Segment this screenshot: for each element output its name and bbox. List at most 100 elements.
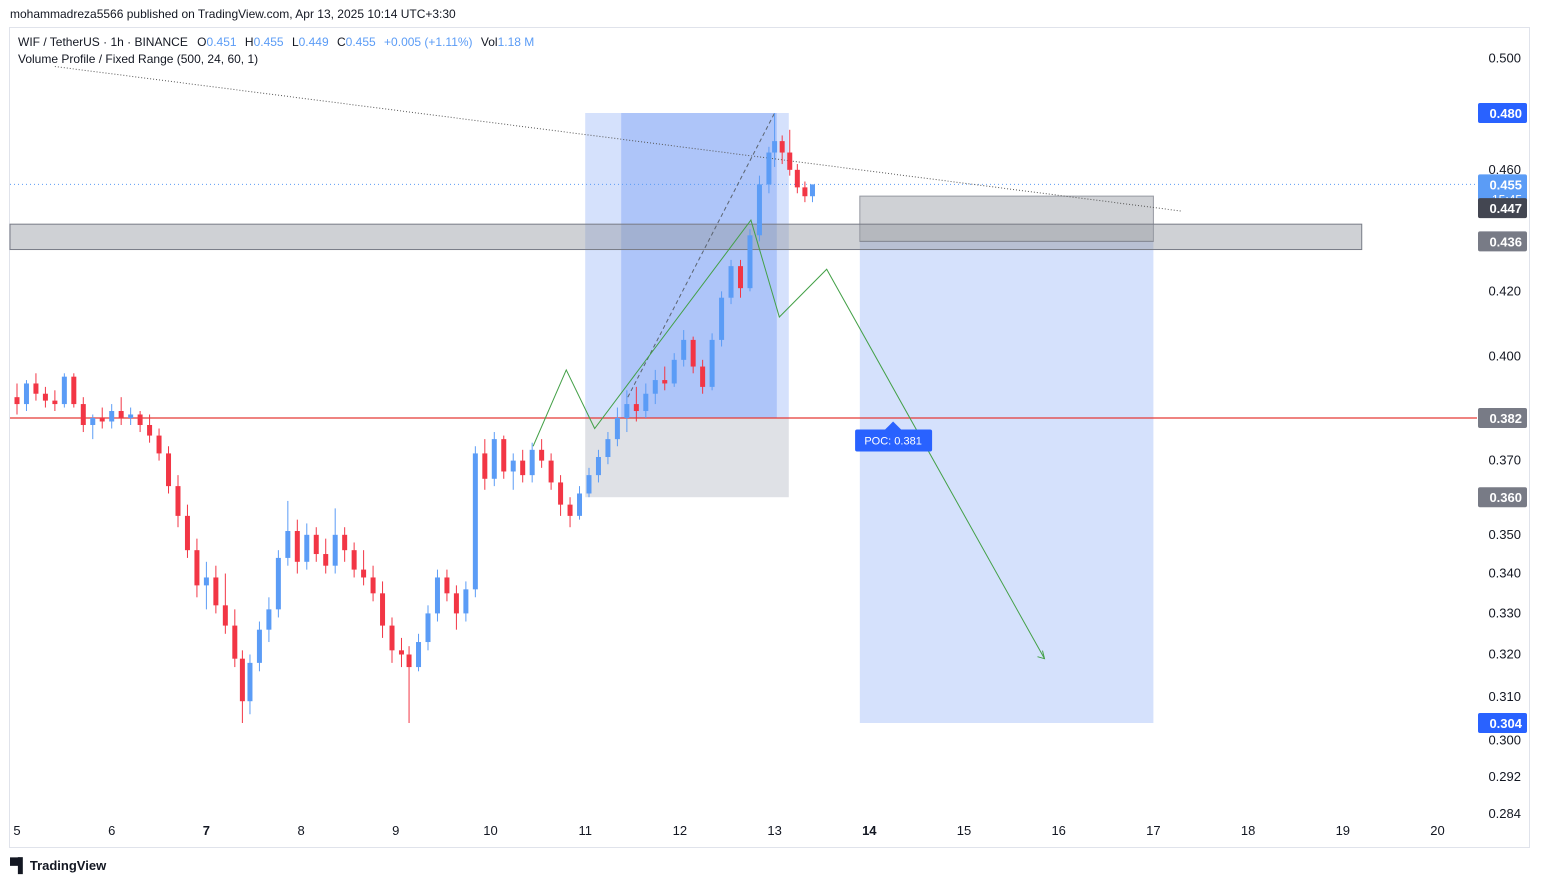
candle-body-86 xyxy=(809,184,815,197)
price-label-box xyxy=(1478,231,1527,252)
y-tick-label: 0.320 xyxy=(1488,646,1521,661)
price-label-0-382: 0.382 xyxy=(1489,411,1522,426)
candle-body-32 xyxy=(313,534,319,555)
candle-body-1 xyxy=(23,383,29,405)
x-tick-label: 19 xyxy=(1336,823,1350,838)
candle-body-75 xyxy=(719,297,725,340)
price-label-0-436: 0.436 xyxy=(1489,234,1522,249)
candle-body-41 xyxy=(398,650,404,655)
publication-info: mohammadreza5566 published on TradingVie… xyxy=(10,7,456,21)
price-label-0-304: 0.304 xyxy=(1489,716,1522,731)
candle-body-13 xyxy=(137,414,143,425)
x-tick-label: 8 xyxy=(297,823,304,838)
candle-body-18 xyxy=(184,515,190,551)
projection-path xyxy=(532,219,1045,659)
indicator-legend[interactable]: Volume Profile / Fixed Range (500, 24, 6… xyxy=(18,52,259,66)
y-tick-label: 0.330 xyxy=(1488,605,1521,620)
candle-body-61 xyxy=(586,475,592,494)
candle-body-28 xyxy=(275,557,281,610)
x-tick-label: 9 xyxy=(392,823,399,838)
candle-body-73 xyxy=(700,366,706,387)
poc-label-text: POC: 0.381 xyxy=(864,435,921,447)
projection-arrowhead xyxy=(1037,650,1046,660)
candle-body-6 xyxy=(71,376,77,405)
candle-body-79 xyxy=(756,184,762,236)
y-tick-label: 0.500 xyxy=(1488,50,1521,65)
candle-body-69 xyxy=(662,380,668,384)
open-value: 0.451 xyxy=(206,35,237,49)
y-tick-label: 0.292 xyxy=(1488,769,1521,784)
candle-body-58 xyxy=(558,482,564,505)
x-tick-label: 14 xyxy=(862,823,877,838)
candle-body-52 xyxy=(501,439,507,472)
candle-body-19 xyxy=(194,550,200,586)
candle-body-64 xyxy=(614,417,620,440)
candle-body-49 xyxy=(472,453,478,590)
candle-body-40 xyxy=(389,625,395,651)
candle-body-33 xyxy=(323,554,329,566)
candle-body-74 xyxy=(709,339,715,387)
candle-body-39 xyxy=(380,593,386,626)
candle-body-62 xyxy=(595,457,601,476)
candle-body-76 xyxy=(728,266,734,298)
volume-label: Vol xyxy=(480,35,498,49)
candle-body-22 xyxy=(222,605,228,626)
price-axis-background xyxy=(1477,28,1529,833)
candle-body-7 xyxy=(80,404,86,425)
price-label-box xyxy=(1478,487,1527,508)
x-tick-label: 17 xyxy=(1146,823,1160,838)
x-tick-label: 10 xyxy=(483,823,497,838)
candle-body-30 xyxy=(294,531,300,562)
candle-body-44 xyxy=(425,613,431,643)
candle-body-80 xyxy=(766,152,772,185)
resistance-zone xyxy=(9,223,1363,251)
candle-body-71 xyxy=(681,339,687,360)
price-label-0-455: 0.455 xyxy=(1489,177,1522,192)
candle-body-65 xyxy=(624,404,630,418)
price-label-box xyxy=(1478,407,1527,428)
close-label: C xyxy=(337,35,346,49)
poc-label-box xyxy=(855,429,933,452)
candle-body-31 xyxy=(304,534,310,562)
candle-body-23 xyxy=(232,625,238,659)
candle-body-3 xyxy=(42,393,48,401)
price-label-box xyxy=(1478,713,1527,733)
y-tick-label: 0.284 xyxy=(1488,806,1521,821)
x-tick-label: 5 xyxy=(13,823,20,838)
candle-body-15 xyxy=(156,435,162,454)
candle-body-43 xyxy=(416,642,422,668)
x-tick-label: 15 xyxy=(957,823,971,838)
open-label: O xyxy=(197,35,207,49)
y-tick-label: 0.460 xyxy=(1488,162,1521,177)
candle-body-72 xyxy=(690,339,696,367)
candle-body-53 xyxy=(510,460,516,472)
y-tick-label: 0.310 xyxy=(1488,689,1521,704)
candle-body-12 xyxy=(128,414,134,418)
candle-body-37 xyxy=(361,569,367,578)
candle-body-27 xyxy=(266,609,272,630)
candle-body-68 xyxy=(652,380,658,394)
candle-body-36 xyxy=(351,550,357,570)
candle-body-85 xyxy=(802,187,808,197)
candle-body-77 xyxy=(738,266,744,289)
candle-body-21 xyxy=(213,577,219,606)
candle-body-60 xyxy=(577,493,583,516)
candle-body-70 xyxy=(671,359,677,384)
y-tick-label: 0.400 xyxy=(1488,348,1521,363)
symbol-info[interactable]: WIF / TetherUS · 1h · BINANCE xyxy=(18,35,188,49)
candle-body-29 xyxy=(285,531,291,558)
symbol-legend: WIF / TetherUS · 1h · BINANCE O0.451 H0.… xyxy=(18,35,539,49)
descending-trendline xyxy=(54,66,1182,212)
close-value: 0.455 xyxy=(345,35,376,49)
tradingview-logo[interactable]: ▀▌ TradingView xyxy=(10,857,106,873)
candle-body-34 xyxy=(332,534,338,566)
candle-body-5 xyxy=(61,376,67,405)
x-tick-label: 12 xyxy=(673,823,687,838)
price-label-box xyxy=(1478,103,1527,123)
candle-body-9 xyxy=(99,417,105,422)
y-tick-label: 0.340 xyxy=(1488,566,1521,581)
short-position-target-zone xyxy=(859,241,1154,723)
candle-body-46 xyxy=(444,577,450,594)
candle-body-8 xyxy=(90,417,96,425)
